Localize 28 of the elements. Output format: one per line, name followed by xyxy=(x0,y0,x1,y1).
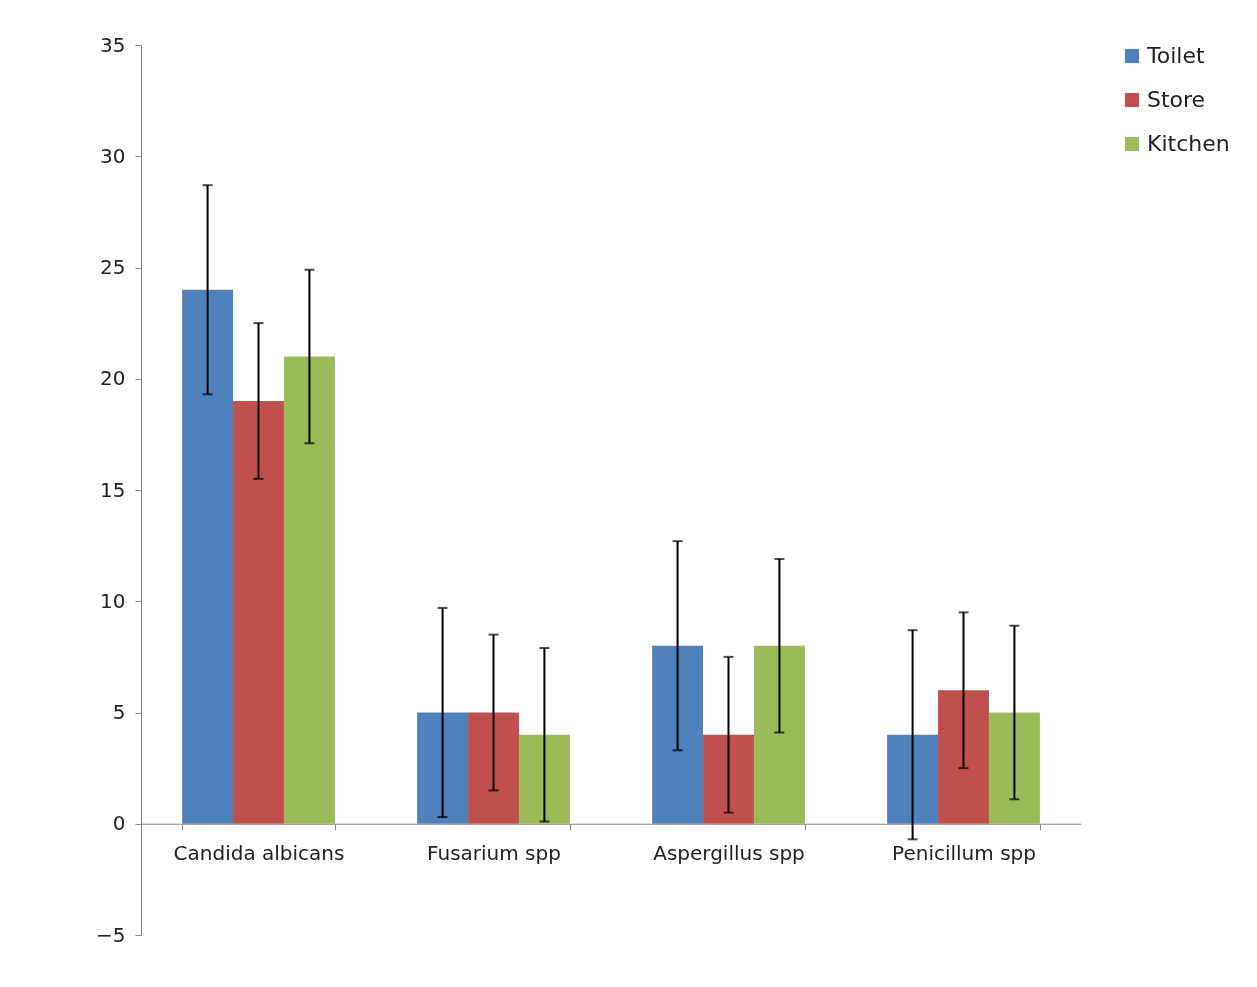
x-tick-label: Aspergillus spp xyxy=(653,841,805,866)
bar xyxy=(233,401,284,824)
legend-label: Toilet xyxy=(1146,43,1205,68)
legend-label: Store xyxy=(1147,87,1206,112)
bar xyxy=(518,734,570,824)
bar xyxy=(938,690,989,824)
bar xyxy=(468,712,519,824)
y-tick-label: 5 xyxy=(112,700,126,724)
y-tick-label: −5 xyxy=(96,922,126,947)
bar xyxy=(887,734,939,824)
bar xyxy=(703,734,754,824)
x-tick-label: Penicillum spp xyxy=(892,841,1036,866)
bar xyxy=(417,712,469,824)
bar xyxy=(283,356,335,824)
y-tick-label: 10 xyxy=(100,588,126,613)
y-tick-label: 15 xyxy=(100,477,126,502)
x-tick-label: Fusarium spp xyxy=(427,841,561,866)
legend-label: Kitchen xyxy=(1147,131,1230,156)
x-tick-label: Candida albicans xyxy=(173,841,345,866)
bar xyxy=(182,289,234,824)
y-tick-label: 35 xyxy=(100,32,126,57)
y-tick-label: 25 xyxy=(100,255,126,279)
bar xyxy=(652,645,704,824)
bar xyxy=(753,645,805,824)
y-tick-label: 30 xyxy=(100,143,126,168)
y-tick-label: 20 xyxy=(100,366,126,391)
y-tick-label: 0 xyxy=(112,811,126,836)
bar xyxy=(988,712,1040,824)
